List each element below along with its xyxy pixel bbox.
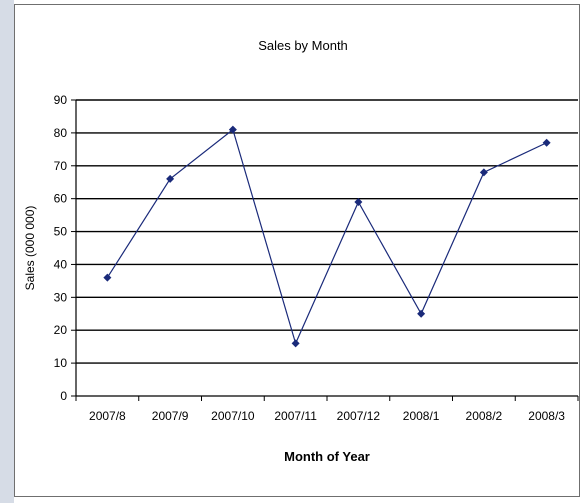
- x-tick-label: 2008/3: [528, 409, 565, 423]
- y-tick-label: 20: [54, 323, 68, 337]
- window-side-strip: [0, 0, 14, 503]
- data-point: [417, 309, 426, 318]
- chart-title: Sales by Month: [258, 38, 348, 53]
- y-tick-label: 70: [54, 159, 68, 173]
- data-point: [354, 197, 363, 206]
- x-tick-label: 2008/2: [466, 409, 503, 423]
- data-point: [479, 168, 488, 177]
- data-point: [228, 125, 237, 134]
- axes: [71, 99, 579, 401]
- data-point: [103, 273, 112, 282]
- x-axis-label: Month of Year: [284, 449, 370, 464]
- y-axis-label: Sales (000 000): [23, 206, 37, 291]
- data-point: [166, 174, 175, 183]
- data-point: [542, 138, 551, 147]
- x-tick-label: 2008/1: [403, 409, 440, 423]
- y-tick-label: 0: [60, 389, 67, 403]
- x-tick-label: 2007/9: [152, 409, 189, 423]
- gridlines: [76, 99, 578, 364]
- y-tick-label: 50: [54, 225, 68, 239]
- y-tick-label: 90: [54, 93, 68, 107]
- series-layer: [103, 125, 551, 348]
- y-tick-labels: 0 10 20 30 40 50 60 70 80 90: [54, 93, 68, 403]
- x-tick-label: 2007/8: [89, 409, 126, 423]
- data-point: [291, 339, 300, 348]
- x-tick-labels: 2007/8 2007/9 2007/10 2007/11 2007/12 2008/1 2…: [89, 409, 565, 423]
- x-tick-label: 2007/11: [274, 409, 317, 423]
- y-tick-label: 30: [54, 290, 68, 304]
- y-tick-label: 40: [54, 257, 68, 271]
- y-tick-label: 10: [54, 356, 68, 370]
- x-tick-label: 2007/10: [211, 409, 255, 423]
- y-tick-label: 60: [54, 192, 68, 206]
- y-tick-label: 80: [54, 126, 68, 140]
- x-tick-label: 2007/12: [337, 409, 381, 423]
- series-line: [106, 128, 547, 346]
- chart-frame: [14, 4, 580, 497]
